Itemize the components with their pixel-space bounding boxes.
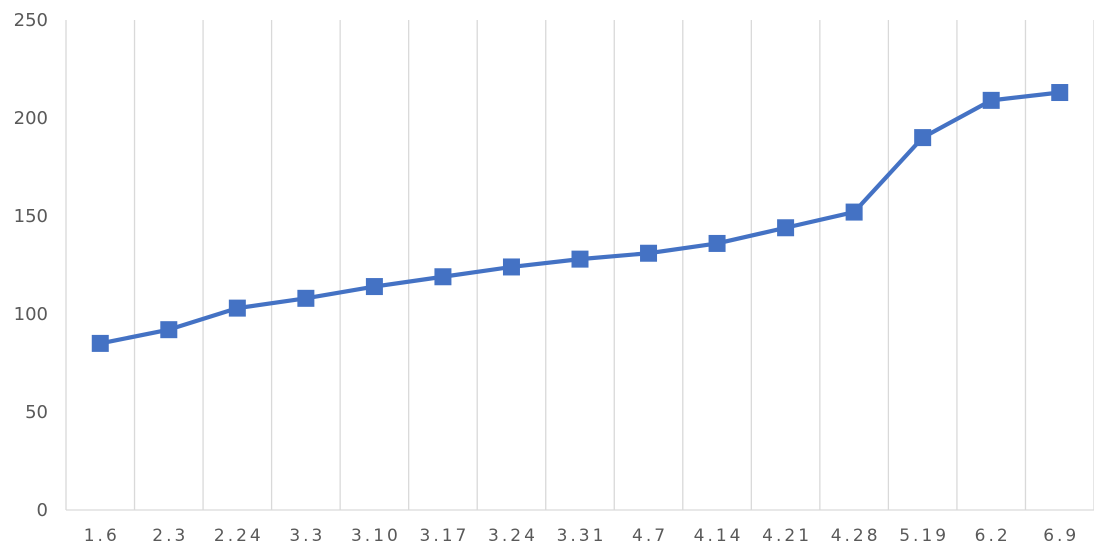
data-point-marker xyxy=(228,299,246,317)
y-tick-label: 250 xyxy=(14,10,48,31)
data-point-marker xyxy=(708,234,726,252)
data-point-marker xyxy=(982,91,1000,109)
x-tick-label: 3.10 xyxy=(351,526,401,544)
data-point-marker xyxy=(1051,84,1069,102)
x-tick-label: 3.24 xyxy=(488,526,538,544)
x-tick-label: 4.21 xyxy=(762,526,812,544)
x-tick-label: 4.14 xyxy=(694,526,744,544)
data-point-marker xyxy=(365,278,383,296)
x-tick-label: 3.3 xyxy=(289,526,325,544)
axes xyxy=(65,20,1094,511)
x-tick-label: 1.6 xyxy=(84,526,120,544)
x-tick-label: 6.2 xyxy=(975,526,1011,544)
y-tick-label: 150 xyxy=(14,206,48,227)
x-tick-label: 3.31 xyxy=(557,526,607,544)
data-point-marker xyxy=(845,203,863,221)
x-axis-tick-labels: 1.6 2.3 2.24 3.3 3.10 3.17 3.24 3.31 4.7 4.14 4.21… xyxy=(84,526,1079,546)
data-point-marker xyxy=(914,129,932,147)
data-point-marker xyxy=(434,268,452,286)
data-point-marker xyxy=(160,321,178,339)
data-point-marker xyxy=(91,334,109,352)
x-tick-label: 5.19 xyxy=(899,526,949,544)
y-tick-label: 50 xyxy=(25,402,48,423)
series xyxy=(91,84,1069,352)
y-tick-label: 100 xyxy=(14,304,48,325)
x-tick-label: 2.3 xyxy=(152,526,188,544)
x-tick-label: 4.7 xyxy=(632,526,668,544)
y-tick-label: 200 xyxy=(14,108,48,129)
x-tick-label: 3.17 xyxy=(420,526,470,544)
data-point-marker xyxy=(571,250,589,268)
y-tick-label: 0 xyxy=(37,500,48,521)
data-point-marker xyxy=(502,258,520,276)
data-point-marker xyxy=(777,219,795,237)
x-tick-label: 2.24 xyxy=(214,526,264,544)
gridlines xyxy=(133,20,1094,510)
x-tick-label: 6.9 xyxy=(1043,526,1079,544)
data-point-marker xyxy=(640,244,658,262)
data-point-marker xyxy=(297,289,315,307)
x-tick-label: 4.28 xyxy=(831,526,881,544)
y-axis-tick-labels: 0 50 100 150 200 250 xyxy=(14,10,48,521)
